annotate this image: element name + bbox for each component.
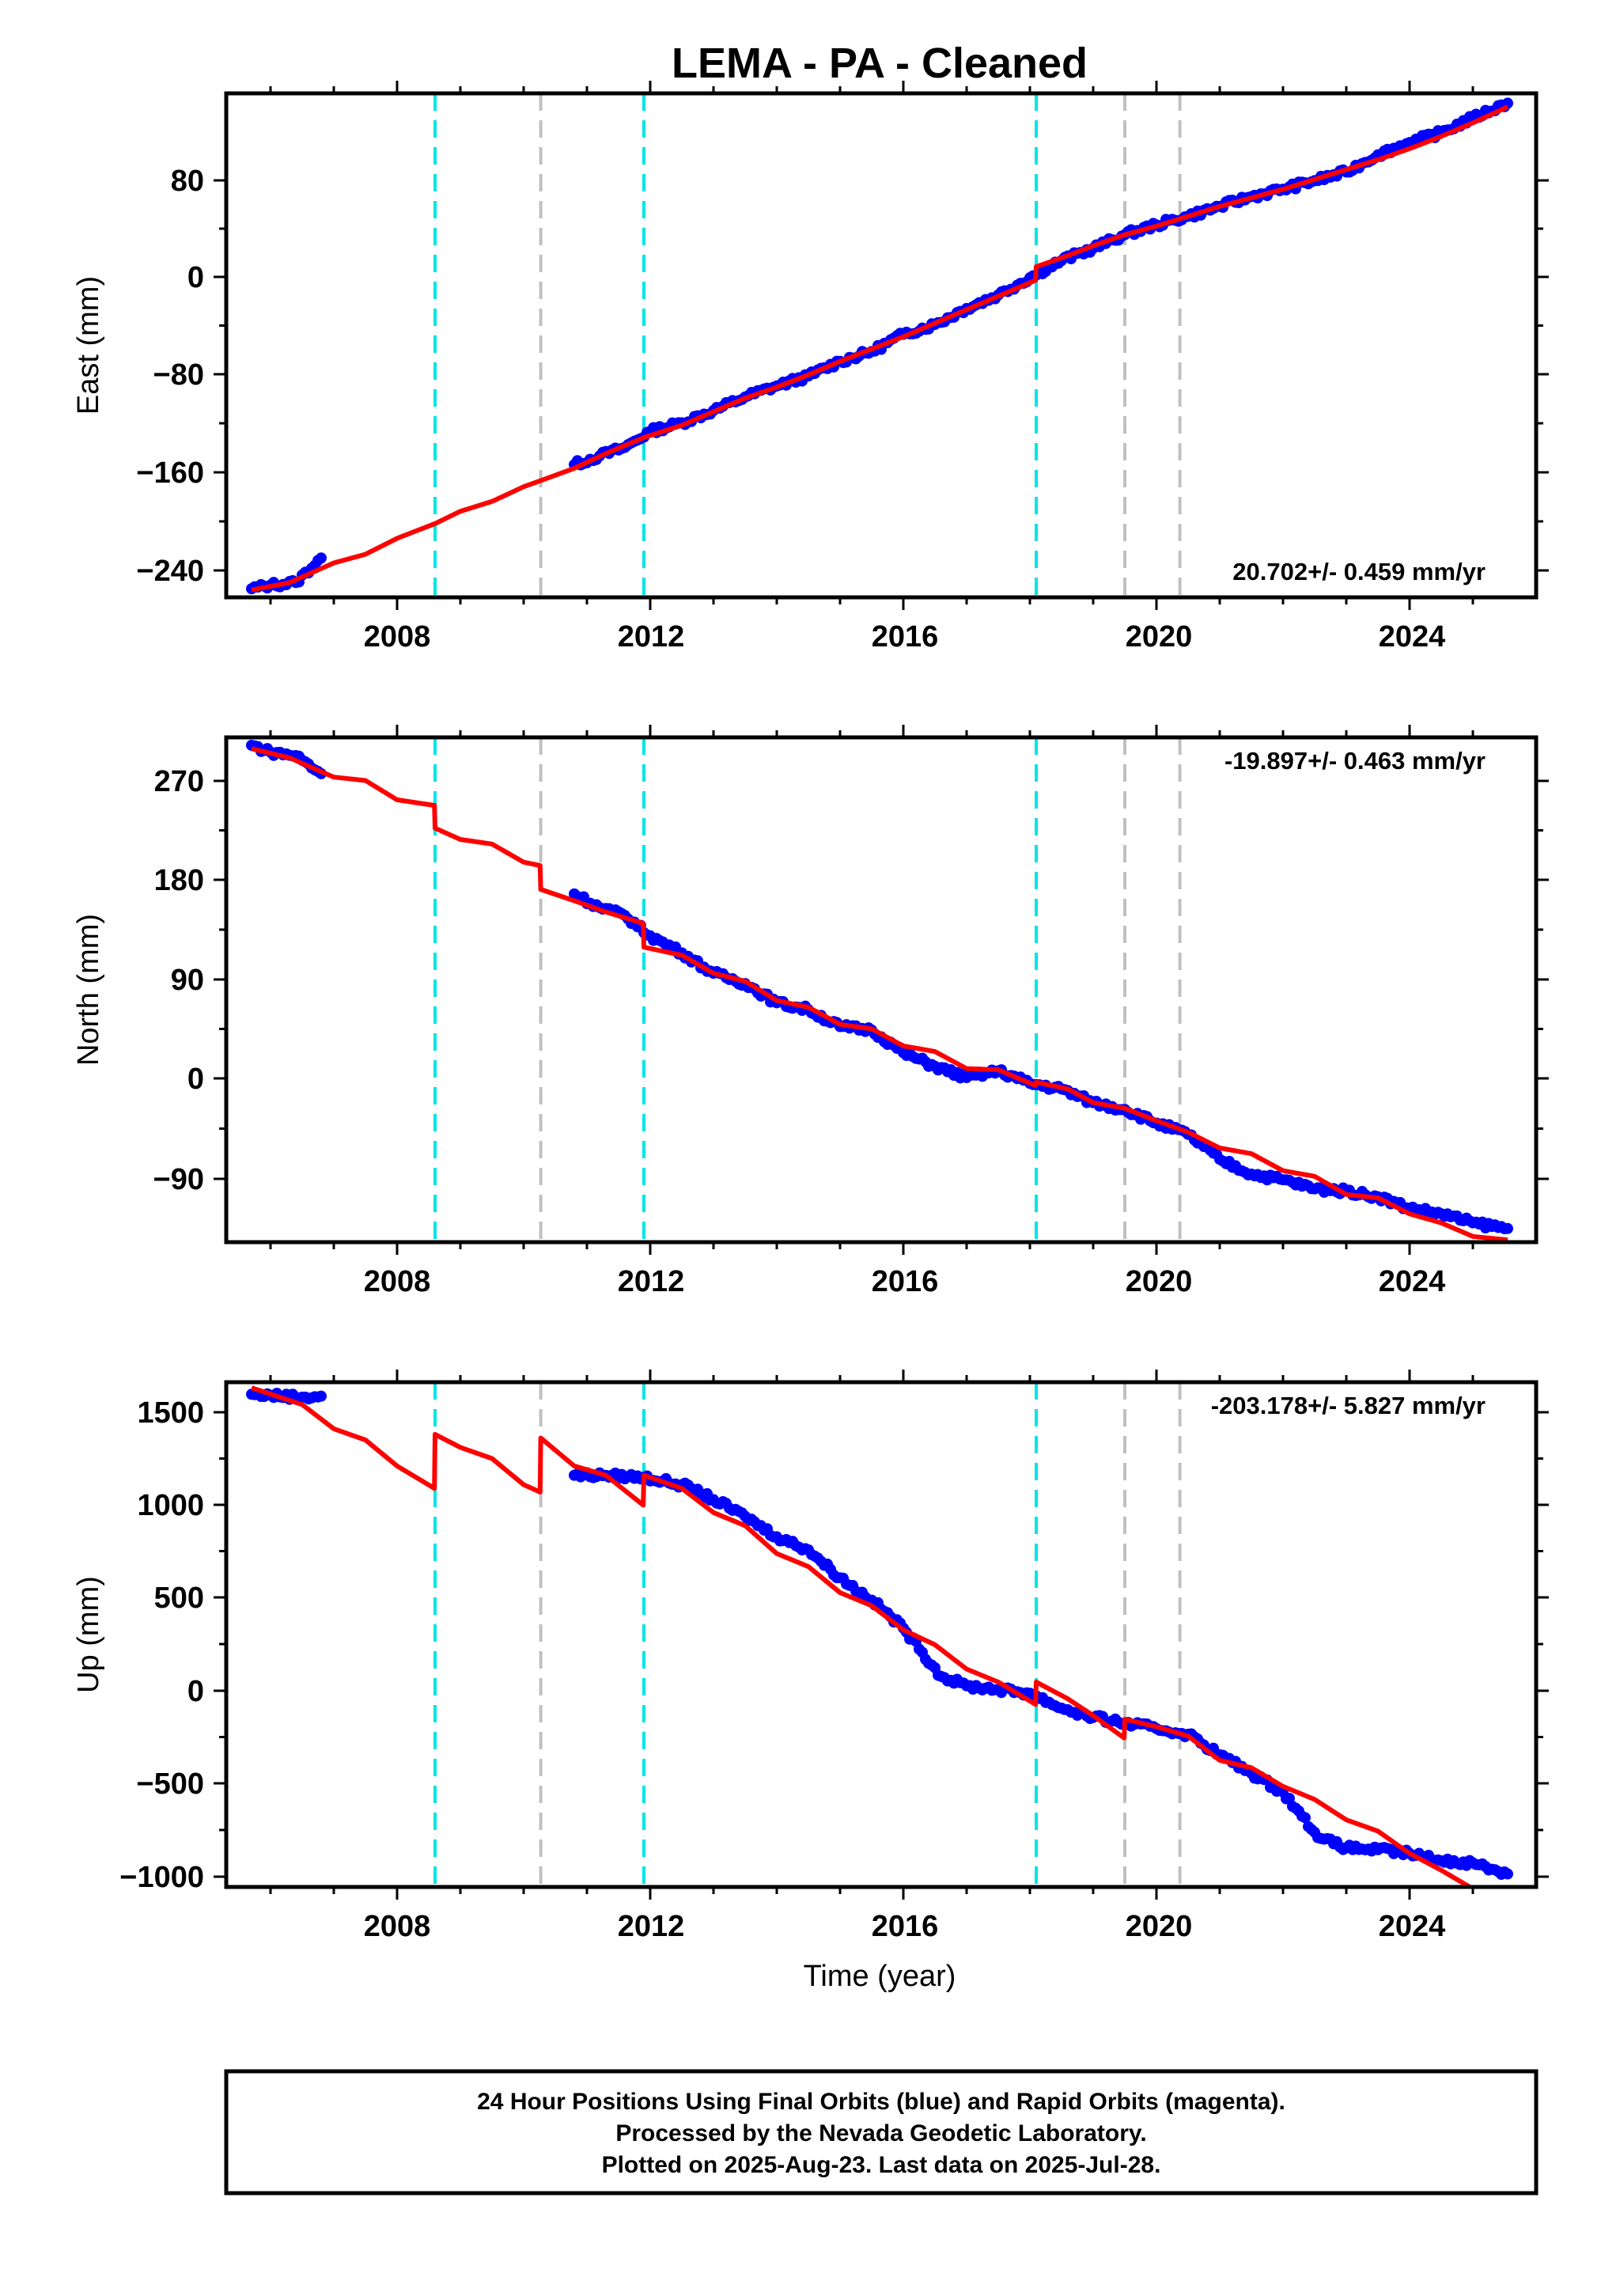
up-data-point [1300,1812,1311,1824]
north-y-tick-label: 0 [187,1063,204,1096]
north-frame [224,735,1539,1245]
east-y-tick-label: −80 [153,358,204,392]
north-x-tick-label: 2020 [1126,1265,1193,1298]
footer-box: 24 Hour Positions Using Final Orbits (bl… [224,2069,1539,2196]
footer-line-1: 24 Hour Positions Using Final Orbits (bl… [477,2089,1285,2115]
up-data-point [1502,1868,1513,1880]
east-y-tick-label: −160 [136,457,204,490]
north-x-tick-label: 2008 [364,1265,431,1298]
north-data-point [1502,1222,1513,1234]
east-x-tick-label: 2008 [364,620,431,654]
east-x-tick-label: 2024 [1379,620,1446,654]
up-x-tick-label: 2008 [364,1910,431,1943]
east-model-line [251,104,1509,593]
up-rate-label: -203.178+/- 5.827 mm/yr [1211,1392,1486,1419]
up-y-tick-label: −500 [136,1767,204,1801]
north-y-tick-label: 180 [154,864,204,897]
up-panel: 2008 2012 2016 2020 2024 1500 1000 500 0 −500 −100… [72,1370,1549,1943]
east-x-tick-label: 2012 [618,620,685,654]
east-y-tick-label: 80 [171,165,204,198]
up-plot-area [246,1382,1513,1887]
up-x-tick-label: 2020 [1126,1910,1193,1943]
footer-frame [224,2069,1539,2196]
north-model-line [251,746,1508,1242]
up-y-axis-label: Up (mm) [72,1576,105,1693]
east-panel: 2008 2012 2016 2020 2024 80 0 −80 −160 −240 East (… [72,81,1549,654]
up-x-tick-label: 2012 [618,1910,685,1943]
north-plot-area [246,737,1513,1242]
east-y-tick-label: 0 [187,261,204,294]
north-panel: 2008 2012 2016 2020 2024 270 180 90 0 −90 North (m… [72,725,1549,1298]
north-x-tick-label: 2012 [618,1265,685,1298]
up-model-line [251,1385,1471,1887]
up-y-tick-label: 500 [154,1582,204,1615]
up-y-tick-label: 0 [187,1675,204,1708]
north-x-tick-label: 2016 [872,1265,939,1298]
east-plot-area [246,93,1513,597]
east-frame [224,91,1539,600]
up-x-tick-label: 2024 [1379,1910,1446,1943]
east-x-tick-label: 2016 [872,620,939,654]
north-y-tick-label: 270 [154,765,204,798]
north-y-tick-label: 90 [171,964,204,997]
up-data-point [316,1390,327,1402]
east-rate-label: 20.702+/- 0.459 mm/yr [1232,558,1486,585]
east-y-axis-label: East (mm) [72,276,105,415]
east-x-tick-label: 2020 [1126,620,1193,654]
north-rate-label: -19.897+/- 0.463 mm/yr [1224,747,1486,775]
north-y-tick-label: −90 [153,1163,204,1196]
east-data-point [316,552,327,564]
up-y-tick-label: 1500 [137,1396,204,1430]
up-y-tick-label: 1000 [137,1489,204,1522]
east-y-tick-label: −240 [136,555,204,588]
up-y-tick-label: −1000 [119,1861,204,1894]
up-frame [224,1380,1539,1889]
up-x-tick-label: 2016 [872,1910,939,1943]
x-axis-label: Time (year) [804,1960,956,1993]
north-x-tick-label: 2024 [1379,1265,1446,1298]
north-y-axis-label: North (mm) [72,914,105,1066]
figure-title: LEMA - PA - Cleaned [672,40,1088,87]
footer-line-2: Processed by the Nevada Geodetic Laborat… [615,2120,1146,2146]
footer-line-3: Plotted on 2025-Aug-23. Last data on 202… [602,2152,1161,2178]
